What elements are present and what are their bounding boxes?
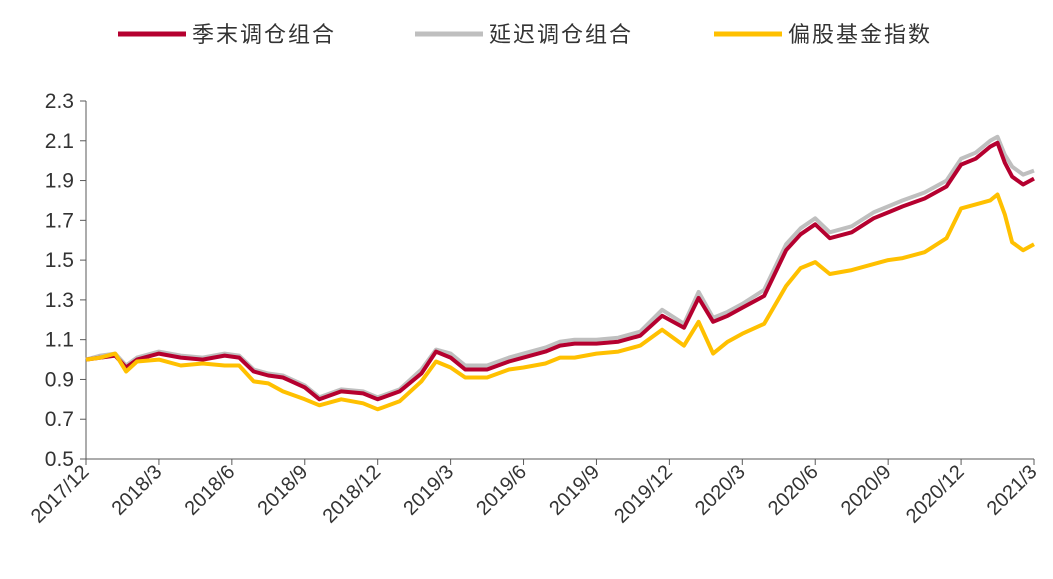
- x-tick-label: 2019/12: [610, 461, 677, 528]
- y-tick-label: 1.9: [45, 170, 74, 193]
- x-tick-label: 2021/3: [983, 461, 1042, 520]
- x-tick-label: 2019/9: [545, 461, 604, 520]
- x-tick-label: 2020/9: [837, 461, 896, 520]
- x-tick-label: 2020/3: [691, 461, 750, 520]
- y-tick-label: 1.3: [45, 289, 74, 312]
- y-tick-label: 2.3: [45, 90, 74, 113]
- x-tick-label: 2018/9: [253, 461, 312, 520]
- x-axis: 2017/12 2018/3 2018/6 2018/9 2018/12 2019/3 20…: [27, 458, 1042, 528]
- y-tick-label: 0.7: [45, 408, 74, 431]
- y-tick-label: 1.1: [45, 329, 74, 352]
- legend: 季末调仓组合 延迟调仓组合 偏股基金指数: [118, 23, 932, 48]
- series-line-1: [85, 140, 1035, 402]
- x-tick-label: 2020/12: [902, 461, 969, 528]
- x-tick-label: 2019/6: [472, 461, 531, 520]
- legend-label: 延迟调仓组合: [489, 23, 633, 48]
- y-tick-label: 1.7: [45, 209, 74, 232]
- x-tick-label: 2018/12: [319, 461, 386, 528]
- y-tick-label: 2.1: [45, 130, 74, 153]
- y-tick-label: 0.5: [45, 448, 74, 471]
- legend-label: 季末调仓组合: [192, 23, 336, 48]
- y-tick-label: 1.5: [45, 249, 74, 272]
- series-lines: [85, 134, 1035, 412]
- x-tick-label: 2020/6: [764, 461, 823, 520]
- series-line-2: [85, 192, 1035, 412]
- legend-label: 偏股基金指数: [788, 23, 932, 48]
- x-tick-label: 2018/6: [181, 461, 240, 520]
- y-axis: 0.5 0.7 0.9 1.1 1.3 1.5 1.7 1.9 2.1 2.3: [45, 90, 87, 471]
- y-tick-label: 0.9: [45, 368, 74, 391]
- x-tick-label: 2018/3: [108, 461, 167, 520]
- x-tick-label: 2019/3: [399, 461, 458, 520]
